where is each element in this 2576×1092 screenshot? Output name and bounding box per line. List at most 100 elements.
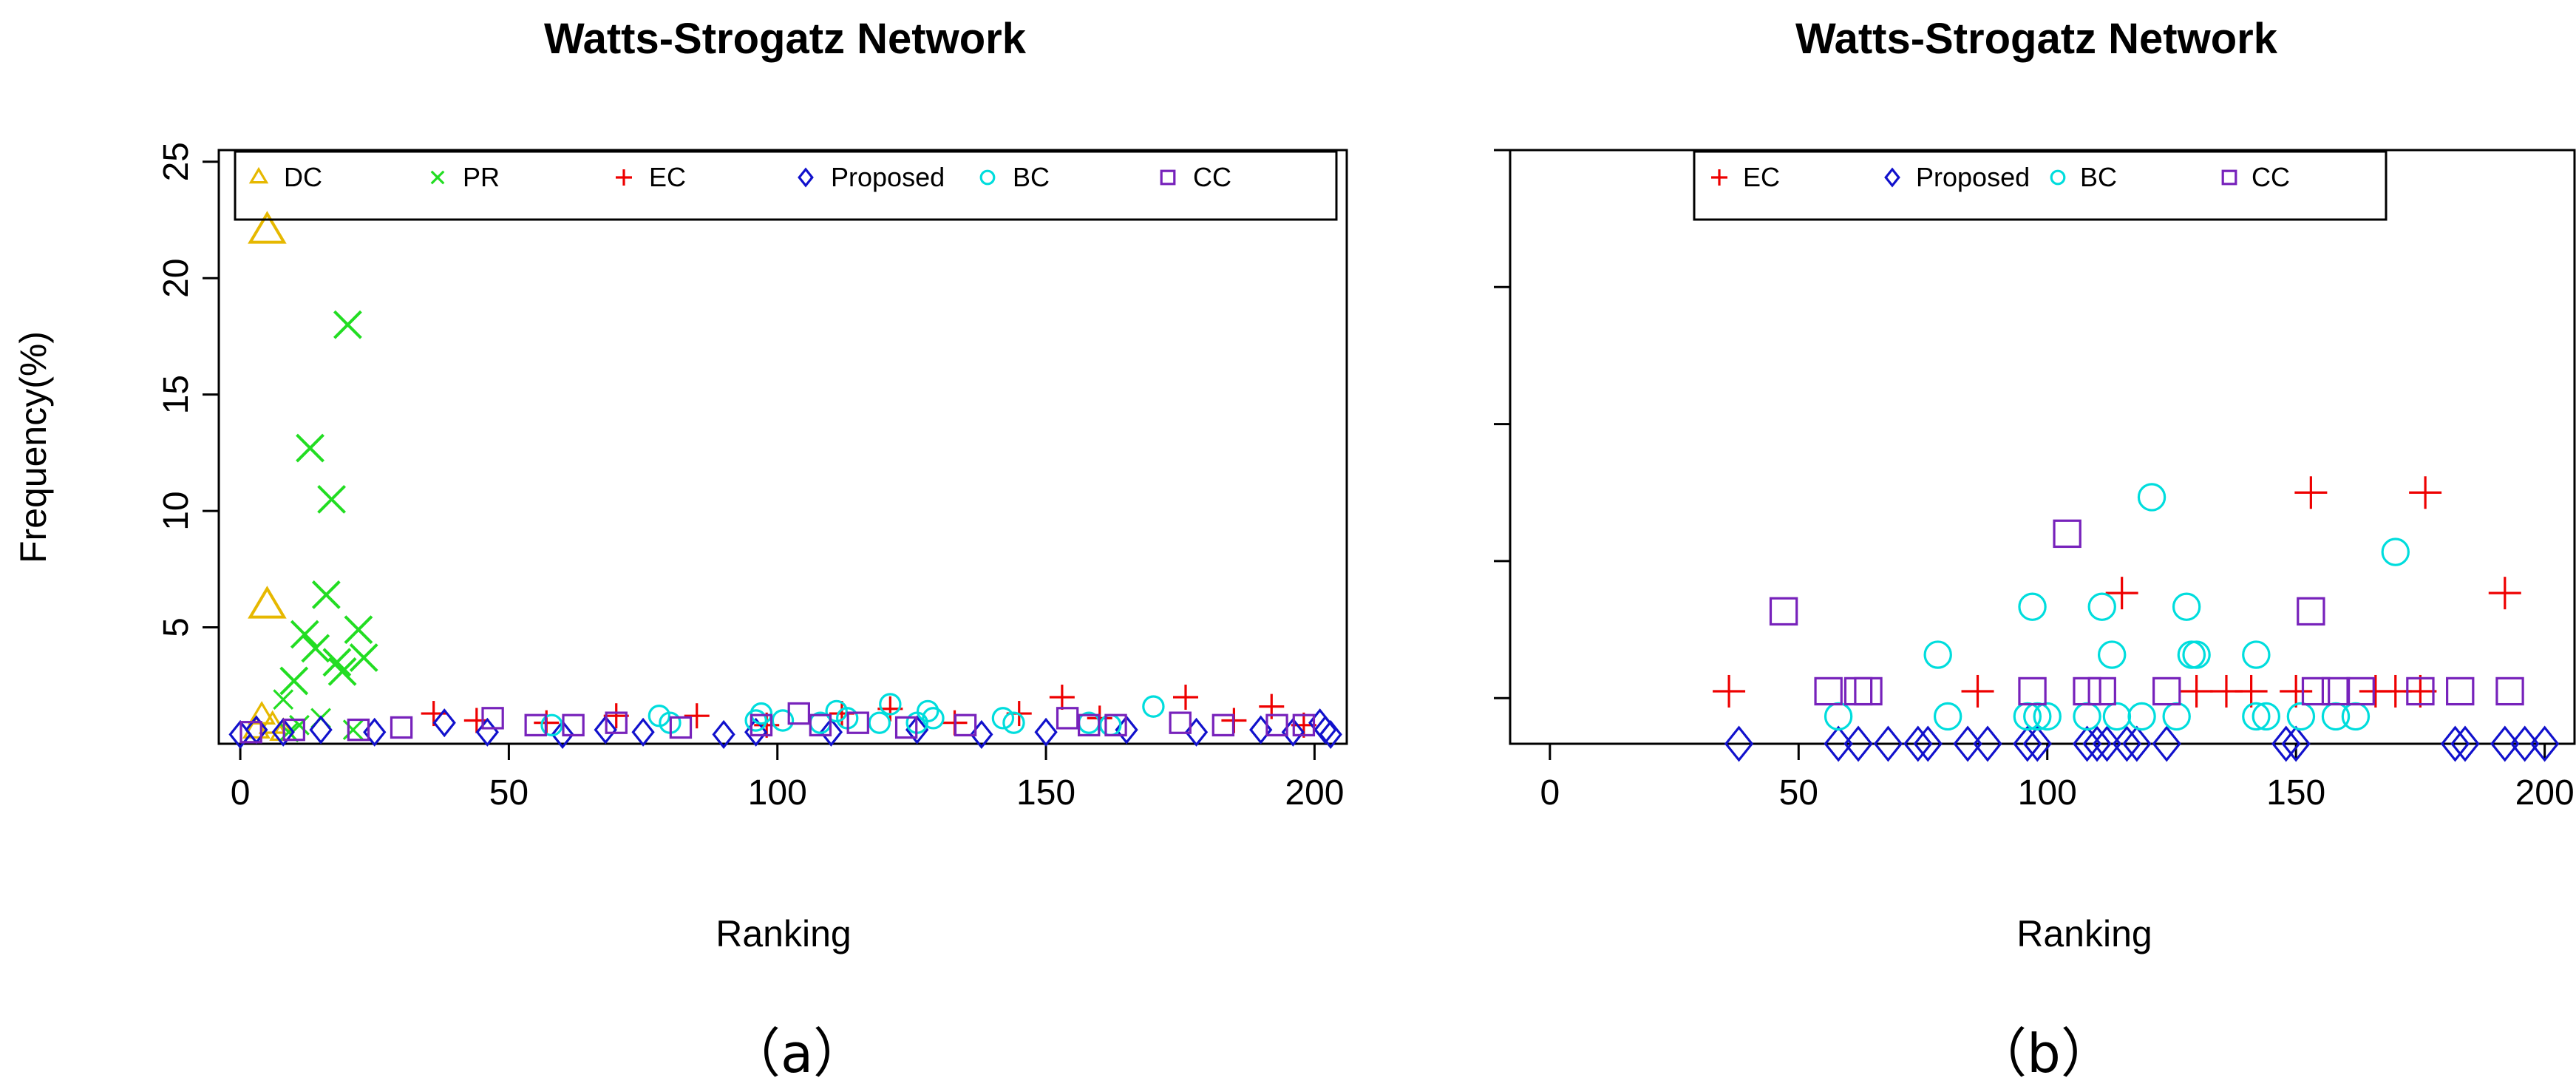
chart-b-point-proposed [1824, 725, 1853, 762]
chart-b-point-cc [1814, 676, 1843, 706]
chart-b-point-cc [1843, 676, 1873, 706]
chart-b-point-cc [1854, 676, 1883, 706]
chart-a-ytick-label: 15 [157, 375, 196, 414]
chart-a-ticks: 0 50 100 150 200 5 10 15 20 25 [157, 142, 1344, 813]
chart-a-xtick-label: 100 [748, 773, 807, 813]
chart-a-point-ec [754, 712, 780, 738]
chart-a-ytick-label: 10 [157, 491, 196, 530]
chart-b-point-bc [2242, 640, 2271, 669]
chart-b-legend-label-cc: CC [2252, 162, 2290, 192]
chart-b-point-cc [2297, 597, 2325, 626]
chart-a-legend-box [234, 150, 1338, 221]
chart-b-point-bc [2018, 592, 2047, 621]
chart-b-point-proposed [2122, 725, 2152, 762]
chart-a-point-pr [317, 484, 347, 514]
chart-a-point-pr [333, 310, 362, 339]
chart-a-point-bc [1142, 695, 1165, 718]
chart-a-point-pr [301, 634, 330, 663]
chart-a-point-pr [311, 580, 341, 609]
chart-a-point-dc [248, 586, 287, 619]
chart-a-point-ec [463, 708, 489, 733]
chart-b-point-ec [2488, 577, 2521, 610]
chart-b-point-cc [2073, 676, 2101, 706]
chart-a-point-pr [296, 433, 324, 463]
chart-a-xtick-label: 150 [1016, 773, 1075, 813]
chart-a-point-proposed [712, 719, 735, 749]
chart-a-point-proposed [551, 719, 574, 749]
chart-a-point-cc [750, 713, 773, 737]
chart-b-point-ec [2180, 674, 2213, 708]
chart-a-xtick-label: 200 [1285, 773, 1344, 813]
chart-a-point-proposed [1034, 717, 1058, 747]
chart-a-point-cc [1169, 711, 1192, 734]
chart-b-point-cc [2018, 676, 2047, 706]
chart-a-ytick-label: 5 [157, 617, 196, 637]
chart-a-point-dc [248, 211, 287, 244]
chart-a-point-bc [771, 709, 795, 732]
chart-a-point-proposed [631, 717, 655, 747]
chart-b-point-cc [2087, 676, 2116, 706]
chart-b-xtick-label: 50 [1779, 773, 1818, 813]
chart-b-point-bc [2087, 592, 2116, 621]
chart-a-ytick-label: 20 [157, 259, 196, 298]
chart-a-point-cc [669, 716, 693, 739]
chart-a-point-pr [327, 657, 357, 686]
chart-b-point-bc [1923, 640, 1952, 669]
chart-b-point-bc [2182, 640, 2211, 669]
chart-a-point-bc [991, 707, 1015, 730]
chart-b-legend: EC Proposed BC CC [1693, 150, 2388, 221]
chart-a-point-cc [809, 713, 832, 737]
chart-b-legend-label-bc: BC [2080, 162, 2117, 192]
chart-a-point-cc [524, 713, 547, 737]
chart-b-point-ec [2404, 674, 2437, 708]
chart-b-point-proposed [2152, 725, 2181, 762]
chart-a-point-pr [278, 722, 299, 743]
chart-b-point-cc [2053, 519, 2081, 549]
chart-a-plot-frame [217, 149, 1348, 745]
chart-b-point-bc [2381, 537, 2410, 566]
chart-b-point-ec [2409, 476, 2442, 509]
chart-a-point-pr [273, 689, 294, 711]
chart-a-point-proposed [1319, 719, 1342, 749]
chart-b-point-proposed [2490, 725, 2520, 762]
chart-a-legend-marker-bc [979, 169, 996, 186]
chart-b-point-proposed [2022, 725, 2052, 762]
chart-b-point-cc [2495, 676, 2524, 706]
chart-a-point-cc [1292, 713, 1316, 737]
chart-a-legend-label-cc: CC [1193, 162, 1231, 192]
chart-b-point-bc [2127, 702, 2156, 731]
chart-b-point-proposed [1903, 725, 1933, 762]
chart-a-point-cc [1056, 707, 1079, 730]
chart-b-point-bc [2033, 702, 2062, 731]
chart-b-point-cc [2152, 676, 2181, 706]
chart-b-point-cc [2301, 676, 2331, 706]
chart-a-point-ec [603, 703, 629, 729]
chart-a-point-bc [540, 713, 563, 737]
chart-a-legend-label-dc: DC [284, 162, 322, 192]
chart-b-point-bc [2341, 702, 2371, 731]
chart-b-point-bc [2098, 640, 2127, 669]
chart-a-point-proposed [475, 717, 499, 747]
chart-b-point-proposed [2112, 725, 2142, 762]
chart-a-point-bc [922, 707, 945, 730]
chart-b-point-proposed [1873, 725, 1903, 762]
chart-a-point-cc [954, 713, 977, 737]
chart-b-point-proposed [2281, 725, 2311, 762]
chart-a-xtick-label: 0 [231, 773, 251, 813]
chart-a-point-cc [1077, 713, 1101, 737]
chart-b-ticks: 0 50 100 150 200 [1494, 149, 2575, 813]
chart-a-ytick-label: 25 [157, 142, 196, 181]
chart-a-legend-label-ec: EC [649, 162, 686, 192]
chart-b-title: Watts-Strogatz Network [1795, 15, 2278, 63]
chart-b-point-proposed [1973, 725, 2002, 762]
chart-b-point-proposed [1724, 725, 1754, 762]
chart-a-legend-marker-proposed [798, 167, 814, 188]
chart-b-legend-box [1693, 150, 2388, 221]
chart-a-point-cc [846, 711, 869, 734]
chart-panel-a: Watts-Strogatz Network Ranking Frequency… [13, 15, 1348, 1085]
chart-b-point-bc [2162, 702, 2191, 731]
chart-b-point-ec [2280, 674, 2313, 708]
chart-b-legend-label-proposed: Proposed [1916, 162, 2030, 192]
chart-b-point-ec [2105, 577, 2138, 610]
